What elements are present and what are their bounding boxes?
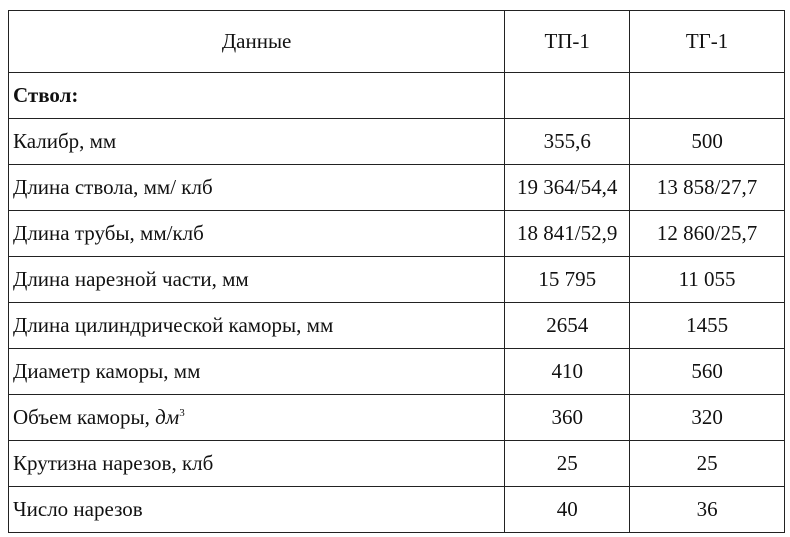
row-unit: дм bbox=[155, 405, 180, 429]
tp1-value: 355,6 bbox=[504, 118, 631, 165]
tp1-value: 2654 bbox=[504, 302, 631, 349]
row-label: Объем каморы, bbox=[13, 405, 156, 429]
tg1-value: 560 bbox=[629, 348, 785, 395]
tp1-value: 360 bbox=[504, 394, 631, 441]
row-label: Калибр, мм bbox=[13, 129, 117, 153]
tg1-value: 11 055 bbox=[629, 256, 785, 303]
tg1-value: 25 bbox=[629, 440, 785, 487]
label-cell: Длина ствола, мм/ клб bbox=[7, 164, 506, 211]
tp1-value: 40 bbox=[504, 486, 631, 533]
section-title: Ствол: bbox=[7, 72, 506, 119]
tp1-value: 410 bbox=[504, 348, 631, 395]
label-cell: Диаметр каморы, мм bbox=[7, 348, 506, 395]
row-label: Диаметр каморы, мм bbox=[13, 359, 201, 383]
header-tg1: ТГ-1 bbox=[629, 10, 785, 73]
row-label: Длина ствола, мм/ клб bbox=[13, 175, 213, 199]
table-row: Длина нарезной части, мм 15 795 11 055 bbox=[7, 256, 785, 303]
label-cell: Число нарезов bbox=[7, 486, 506, 533]
table-row: Длина ствола, мм/ клб 19 364/54,4 13 858… bbox=[7, 164, 785, 211]
tg1-value: 320 bbox=[629, 394, 785, 441]
table-row: Калибр, мм 355,6 500 bbox=[7, 118, 785, 165]
row-label: Длина нарезной части, мм bbox=[13, 267, 249, 291]
section-row: Ствол: bbox=[7, 72, 785, 119]
tg1-value: 500 bbox=[629, 118, 785, 165]
label-cell: Калибр, мм bbox=[7, 118, 506, 165]
label-cell: Длина трубы, мм/клб bbox=[7, 210, 506, 257]
empty-cell bbox=[504, 72, 631, 119]
table-row: Объем каморы, дм3 360 320 bbox=[7, 394, 785, 441]
header-data: Данные bbox=[7, 10, 506, 73]
header-row: Данные ТП-1 ТГ-1 bbox=[7, 10, 785, 73]
header-tp1: ТП-1 bbox=[504, 10, 631, 73]
tg1-value: 12 860/25,7 bbox=[629, 210, 785, 257]
label-cell: Длина нарезной части, мм bbox=[7, 256, 506, 303]
empty-cell bbox=[629, 72, 785, 119]
tg1-value: 13 858/27,7 bbox=[629, 164, 785, 211]
row-label: Длина трубы, мм/клб bbox=[13, 221, 204, 245]
row-label: Длина цилиндрической каморы, мм bbox=[13, 313, 334, 337]
label-cell: Длина цилиндрической каморы, мм bbox=[7, 302, 506, 349]
table-row: Длина цилиндрической каморы, мм 2654 145… bbox=[7, 302, 785, 349]
table-row: Длина трубы, мм/клб 18 841/52,9 12 860/2… bbox=[7, 210, 785, 257]
table-row: Диаметр каморы, мм 410 560 bbox=[7, 348, 785, 395]
tp1-value: 18 841/52,9 bbox=[504, 210, 631, 257]
specs-table: Данные ТП-1 ТГ-1 Ствол: Калибр, мм 355,6… bbox=[7, 10, 785, 533]
tg1-value: 1455 bbox=[629, 302, 785, 349]
row-label: Число нарезов bbox=[13, 497, 143, 521]
tp1-value: 19 364/54,4 bbox=[504, 164, 631, 211]
tp1-value: 25 bbox=[504, 440, 631, 487]
row-unit-exponent: 3 bbox=[179, 407, 185, 419]
table-row: Число нарезов 40 36 bbox=[7, 486, 785, 533]
table-row: Крутизна нарезов, клб 25 25 bbox=[7, 440, 785, 487]
tg1-value: 36 bbox=[629, 486, 785, 533]
label-cell: Крутизна нарезов, клб bbox=[7, 440, 506, 487]
row-label: Крутизна нарезов, клб bbox=[13, 451, 214, 475]
label-cell: Объем каморы, дм3 bbox=[7, 394, 506, 441]
tp1-value: 15 795 bbox=[504, 256, 631, 303]
